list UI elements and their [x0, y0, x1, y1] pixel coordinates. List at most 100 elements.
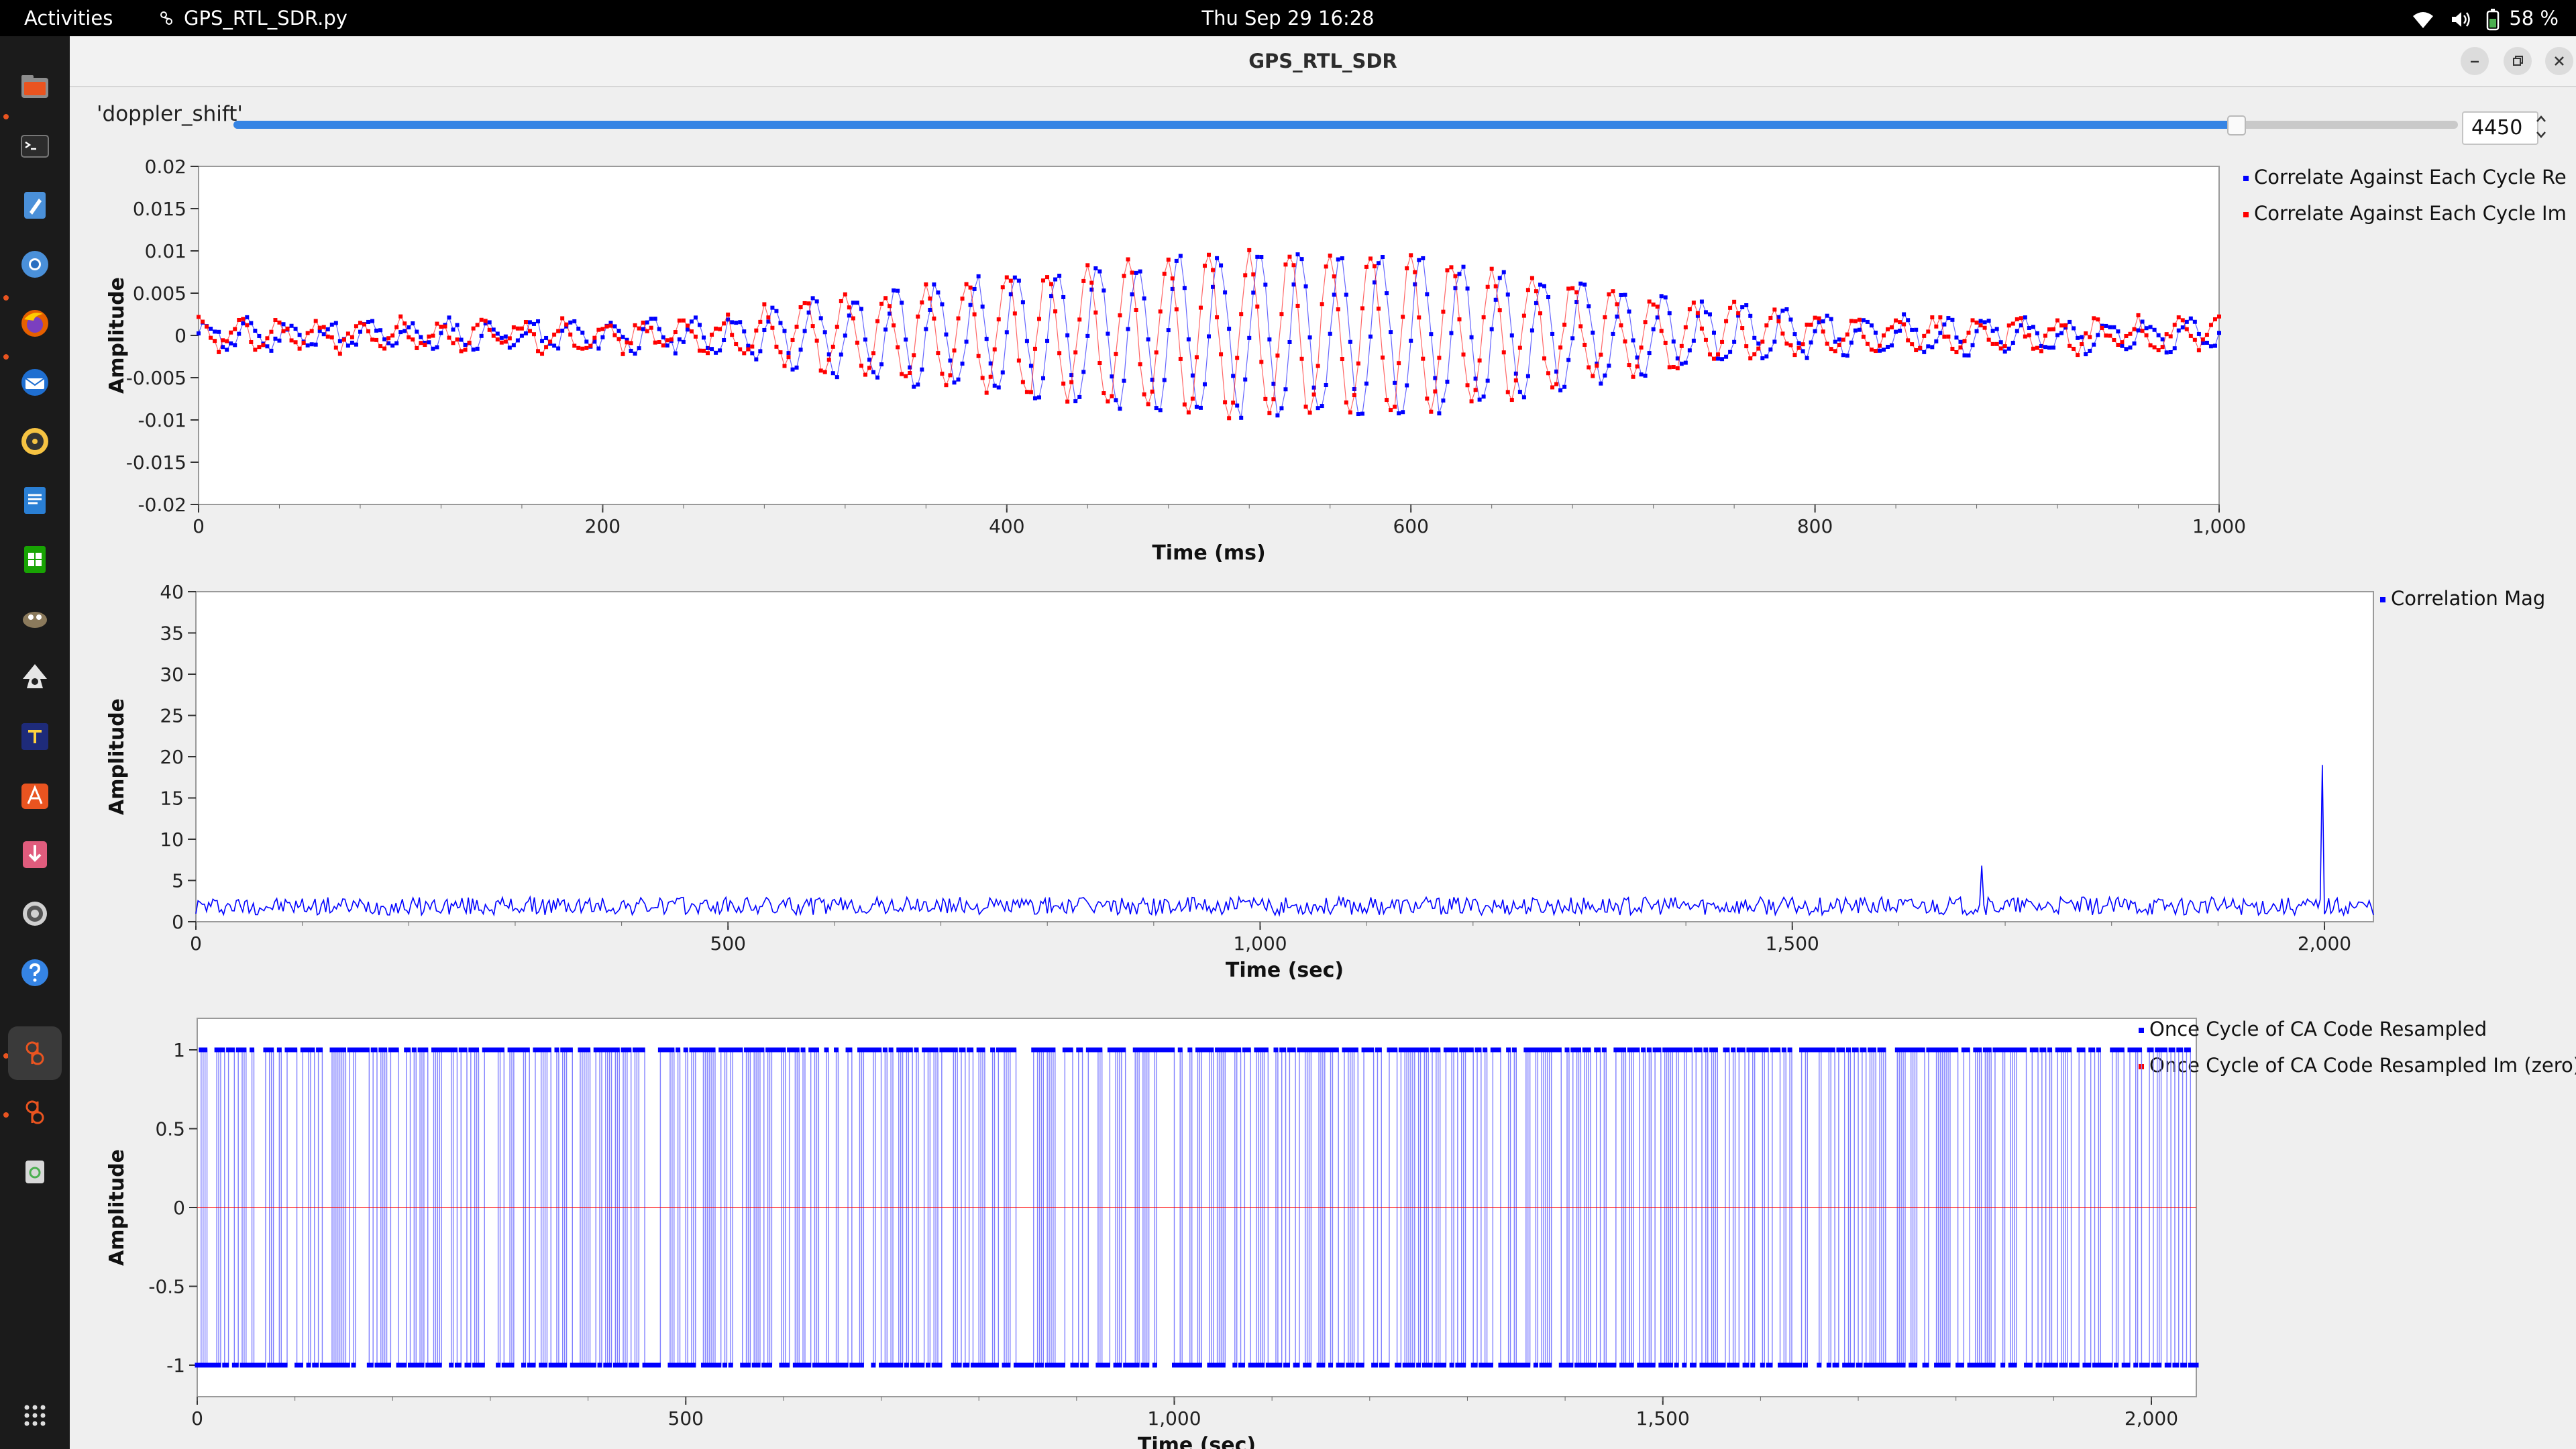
- data-point: [1240, 1362, 1245, 1368]
- data-point: [1934, 324, 1939, 329]
- data-point: [1703, 310, 1708, 315]
- data-point: [519, 326, 524, 331]
- terminal-icon[interactable]: [8, 119, 62, 173]
- help-icon[interactable]: [8, 946, 62, 1000]
- doppler-shift-slider-handle[interactable]: [2227, 115, 2247, 136]
- data-point: [269, 1047, 274, 1053]
- text-editor-icon[interactable]: [8, 178, 62, 232]
- data-point: [904, 374, 908, 378]
- data-point: [951, 1362, 956, 1368]
- data-point: [1220, 1362, 1226, 1368]
- data-point: [1784, 307, 1789, 312]
- title-bar[interactable]: GPS_RTL_SDR: [70, 36, 2576, 87]
- data-point: [499, 335, 504, 340]
- software-center-icon[interactable]: [8, 769, 62, 822]
- files-icon[interactable]: [8, 60, 62, 114]
- data-point: [710, 1047, 716, 1053]
- settings-icon[interactable]: [8, 887, 62, 941]
- data-point: [297, 333, 302, 337]
- data-point: [2182, 1362, 2188, 1368]
- data-point: [2031, 346, 2035, 351]
- gnuradio-icon[interactable]: [8, 1026, 62, 1080]
- data-point: [1340, 256, 1344, 261]
- data-point: [1672, 1047, 1677, 1053]
- data-point: [201, 319, 205, 324]
- data-point: [1731, 1047, 1736, 1053]
- data-point: [1251, 272, 1256, 277]
- y-tick-label: 10: [160, 828, 184, 851]
- data-point: [1413, 282, 1417, 286]
- chromium-icon[interactable]: [8, 237, 62, 291]
- gimp-icon[interactable]: [8, 592, 62, 645]
- data-point: [1178, 254, 1183, 258]
- app-menu-icon[interactable]: [156, 0, 176, 36]
- data-point: [2217, 314, 2221, 319]
- data-point: [914, 1047, 919, 1053]
- app-menu-label[interactable]: GPS_RTL_SDR.py: [184, 7, 347, 30]
- doppler-shift-spinbox[interactable]: 4450: [2462, 111, 2538, 145]
- data-point: [888, 311, 892, 316]
- thunderbird-icon[interactable]: [8, 356, 62, 409]
- data-point: [1655, 305, 1660, 309]
- clock-label[interactable]: Thu Sep 29 16:28: [1201, 7, 1375, 30]
- restore-icon[interactable]: [2504, 47, 2532, 75]
- writer-icon[interactable]: [8, 474, 62, 527]
- sdr-app-icon[interactable]: [8, 828, 62, 881]
- data-point: [1942, 322, 1947, 327]
- data-point: [580, 1362, 585, 1368]
- data-point: [556, 329, 561, 333]
- data-point: [305, 331, 310, 335]
- data-point: [1824, 1047, 1829, 1053]
- doppler-shift-slider[interactable]: [233, 115, 2458, 136]
- data-point: [1711, 1362, 1716, 1368]
- trash-icon[interactable]: [8, 1144, 62, 1198]
- data-point: [1866, 1362, 1871, 1368]
- data-point: [1348, 1047, 1353, 1053]
- data-point: [607, 1362, 612, 1368]
- data-point: [794, 1047, 800, 1053]
- data-point: [1340, 357, 1344, 362]
- data-point: [1259, 360, 1264, 364]
- rhythmbox-icon[interactable]: [8, 415, 62, 468]
- data-point: [755, 1362, 761, 1368]
- data-point: [710, 347, 714, 352]
- firefox-icon[interactable]: [8, 297, 62, 350]
- data-point: [1041, 278, 1046, 283]
- data-point: [1881, 1047, 1886, 1053]
- data-point: [2006, 323, 2011, 328]
- data-point: [521, 1362, 526, 1368]
- data-point: [1986, 337, 1991, 342]
- system-status-area[interactable]: 58 %: [2412, 0, 2559, 36]
- close-icon[interactable]: [2545, 47, 2573, 75]
- data-point: [1861, 334, 1866, 339]
- spin-up-icon[interactable]: [2532, 111, 2551, 126]
- data-point: [1505, 390, 1510, 394]
- app-grid-icon[interactable]: [8, 1389, 62, 1442]
- data-point: [767, 1362, 773, 1368]
- x-axis-label: Time (ms): [1152, 541, 1265, 565]
- data-point: [2023, 315, 2027, 320]
- data-point: [209, 335, 213, 340]
- y-axis-label: Amplitude: [105, 277, 129, 394]
- battery-percent: 58 %: [2509, 7, 2559, 30]
- wifi-icon: [2412, 12, 2433, 28]
- inkscape-icon[interactable]: [8, 651, 62, 704]
- doppler-shift-value[interactable]: 4450: [2471, 116, 2523, 140]
- data-point: [657, 339, 661, 344]
- data-point: [750, 344, 755, 349]
- data-point: [1352, 393, 1356, 398]
- data-point: [749, 1047, 755, 1053]
- data-point: [1801, 342, 1805, 347]
- legend-swatch: [2243, 176, 2249, 181]
- spin-down-icon[interactable]: [2532, 127, 2551, 142]
- activities-button[interactable]: Activities: [24, 7, 113, 30]
- data-point: [742, 351, 747, 356]
- gnuradio-2-icon[interactable]: [8, 1085, 62, 1139]
- data-point: [591, 1362, 596, 1368]
- data-point: [2204, 340, 2209, 345]
- minimize-icon[interactable]: [2461, 47, 2489, 75]
- calc-icon[interactable]: [8, 533, 62, 586]
- data-point: [197, 331, 201, 335]
- texstudio-icon[interactable]: [8, 710, 62, 763]
- data-point: [214, 1047, 219, 1053]
